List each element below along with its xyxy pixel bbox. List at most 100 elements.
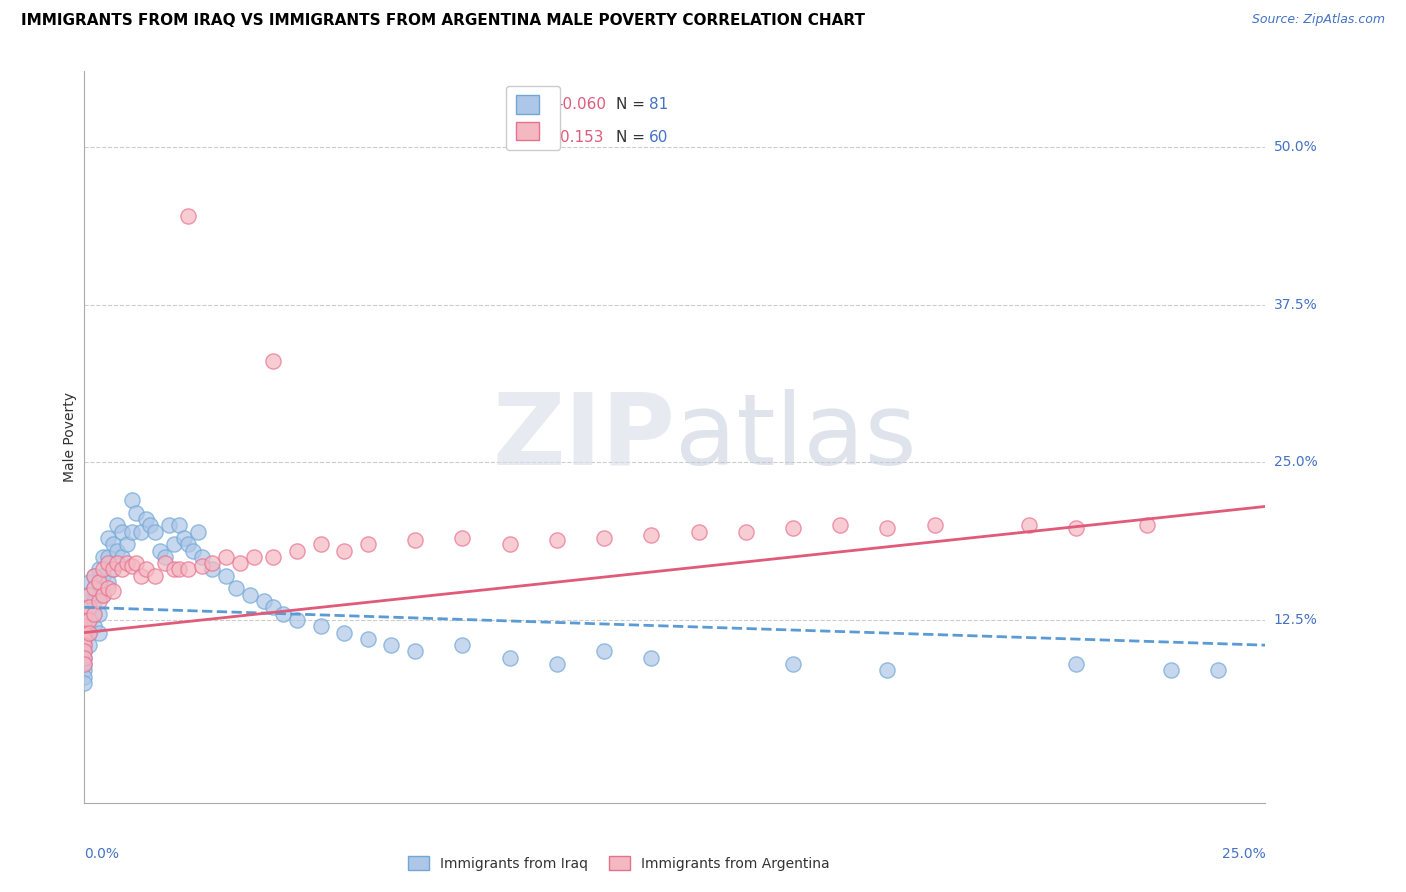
Point [1018, 518, 1040, 533]
Text: 25.0%: 25.0% [1222, 847, 1265, 861]
Point [73, 650, 96, 665]
Point [285, 613, 308, 627]
Point [77, 600, 100, 615]
Point [451, 531, 474, 545]
Text: 50.0%: 50.0% [1274, 140, 1317, 154]
Point [782, 657, 804, 671]
Point [253, 594, 276, 608]
Point [101, 537, 124, 551]
Point [73, 625, 96, 640]
Point [77, 600, 100, 615]
Point [73, 657, 96, 671]
Point [215, 549, 238, 564]
Point [77, 575, 100, 590]
Point [225, 582, 247, 596]
Point [309, 619, 332, 633]
Point [498, 650, 520, 665]
Text: 81: 81 [650, 96, 668, 112]
Point [77, 625, 100, 640]
Point [77, 638, 100, 652]
Point [97, 531, 120, 545]
Text: Source: ZipAtlas.com: Source: ZipAtlas.com [1251, 13, 1385, 27]
Point [91, 588, 114, 602]
Point [101, 583, 124, 598]
Text: 0.153: 0.153 [561, 129, 603, 145]
Point [173, 531, 195, 545]
Point [201, 556, 224, 570]
Point [87, 562, 110, 576]
Point [125, 506, 148, 520]
Point [239, 588, 262, 602]
Point [1206, 664, 1229, 678]
Point [177, 537, 200, 551]
Legend: Immigrants from Iraq, Immigrants from Argentina: Immigrants from Iraq, Immigrants from Ar… [402, 850, 835, 876]
Text: 60: 60 [650, 129, 668, 145]
Point [83, 594, 105, 608]
Point [83, 619, 105, 633]
Point [404, 533, 426, 548]
Point [734, 524, 756, 539]
Point [73, 607, 96, 621]
Point [121, 558, 143, 573]
Text: R =: R = [516, 129, 548, 145]
Point [143, 524, 166, 539]
Point [73, 619, 96, 633]
Point [73, 632, 96, 646]
Point [1160, 664, 1182, 678]
Point [309, 537, 332, 551]
Legend: , : , [506, 87, 560, 150]
Point [73, 644, 96, 658]
Point [83, 582, 105, 596]
Point [91, 549, 114, 564]
Point [125, 556, 148, 570]
Point [135, 512, 157, 526]
Point [73, 644, 96, 658]
Point [262, 354, 284, 368]
Point [149, 543, 172, 558]
Point [87, 575, 110, 590]
Point [333, 543, 356, 558]
Point [1136, 518, 1159, 533]
Point [107, 543, 129, 558]
Point [87, 625, 110, 640]
Point [167, 562, 190, 576]
Point [107, 518, 129, 533]
Point [451, 638, 474, 652]
Point [121, 524, 143, 539]
Point [111, 524, 134, 539]
Point [91, 569, 114, 583]
Point [111, 549, 134, 564]
Point [215, 569, 238, 583]
Point [357, 537, 380, 551]
Point [87, 607, 110, 621]
Text: 25.0%: 25.0% [1274, 455, 1317, 469]
Point [73, 670, 96, 684]
Text: N =: N = [616, 96, 650, 112]
Point [546, 533, 568, 548]
Point [83, 582, 105, 596]
Point [77, 613, 100, 627]
Point [73, 650, 96, 665]
Point [83, 607, 105, 621]
Point [357, 632, 380, 646]
Point [191, 549, 214, 564]
Point [101, 562, 124, 576]
Point [167, 518, 190, 533]
Point [107, 556, 129, 570]
Point [77, 613, 100, 627]
Point [115, 537, 138, 551]
Point [271, 607, 294, 621]
Text: 0.0%: 0.0% [84, 847, 120, 861]
Point [163, 562, 186, 576]
Point [121, 493, 143, 508]
Point [73, 638, 96, 652]
Point [129, 524, 152, 539]
Point [143, 569, 166, 583]
Point [91, 588, 114, 602]
Text: ZIP: ZIP [492, 389, 675, 485]
Text: atlas: atlas [675, 389, 917, 485]
Text: -0.060: -0.060 [557, 96, 606, 112]
Point [73, 625, 96, 640]
Point [83, 569, 105, 583]
Point [782, 521, 804, 535]
